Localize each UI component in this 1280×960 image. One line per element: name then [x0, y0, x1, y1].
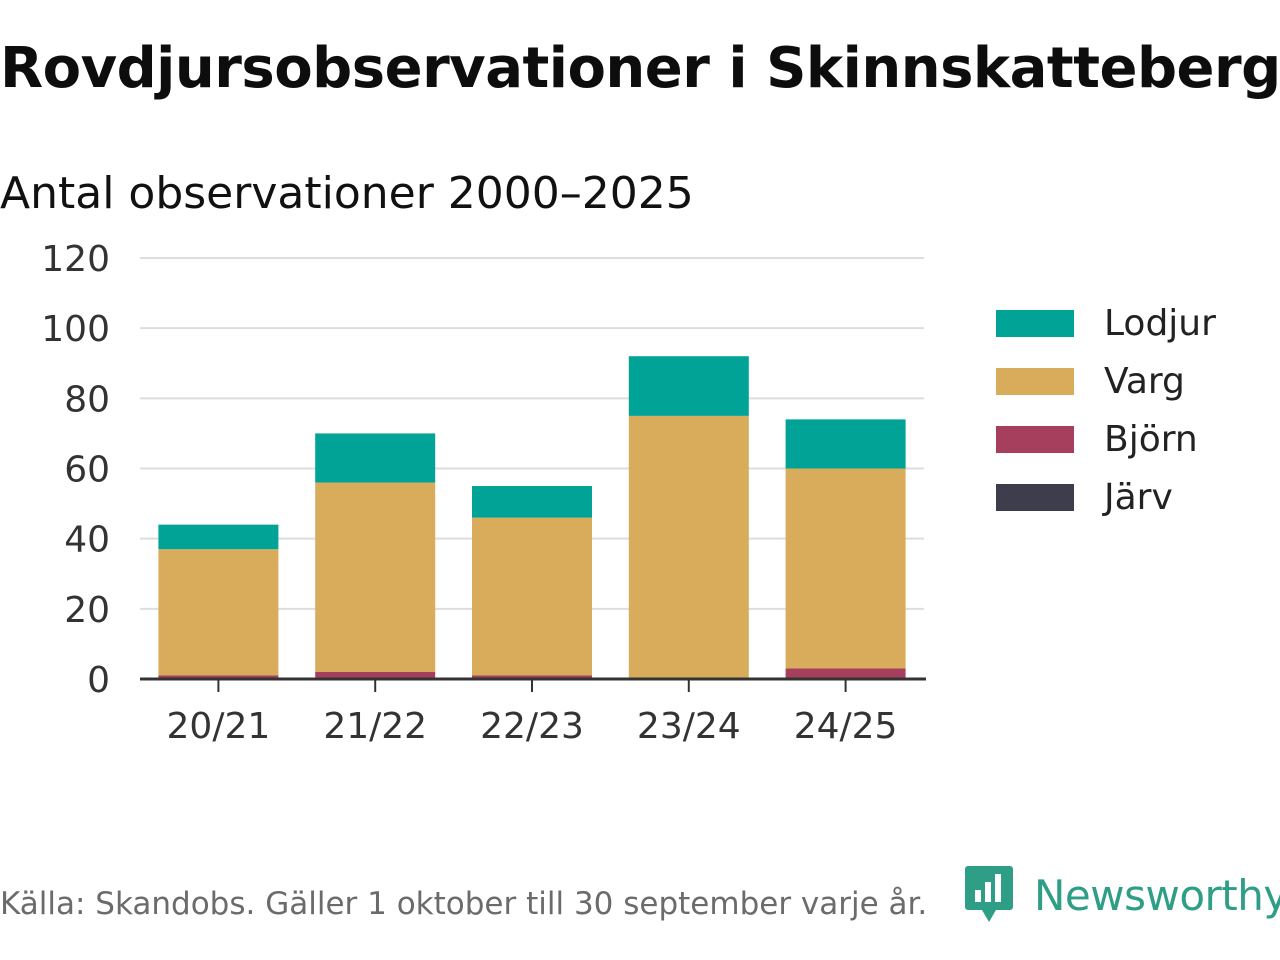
y-tick-label: 120: [41, 239, 110, 280]
bar-segment-björn: [158, 675, 279, 679]
legend-label-lodjur: Lodjur: [1104, 302, 1216, 344]
legend-label-bjorn: Björn: [1104, 418, 1198, 460]
bar-segment-varg: [628, 415, 749, 679]
x-tick-label: 24/25: [794, 706, 898, 747]
legend-label-jarv: Järv: [1104, 476, 1173, 518]
bar-segment-varg: [158, 549, 279, 676]
chart-subtitle: Antal observationer 2000–2025: [0, 168, 694, 219]
bar-segment-varg: [785, 468, 906, 669]
y-tick-label: 0: [87, 660, 110, 701]
brand-logo: Newsworthy: [964, 864, 1280, 926]
bar-segment-björn: [785, 668, 906, 679]
bar-segment-björn: [472, 675, 592, 679]
legend-item-varg: Varg: [996, 352, 1216, 410]
legend-swatch-jarv: [996, 483, 1074, 511]
x-tick-label: 22/23: [480, 706, 584, 747]
bar-segment-varg: [472, 517, 592, 676]
chart-title: Rovdjursobservationer i Skinnskatteberg: [0, 36, 1280, 101]
bar-segment-lodjur: [472, 486, 592, 518]
newsworthy-logo-icon: [965, 866, 1013, 922]
x-tick-label: 21/22: [323, 706, 427, 747]
bar-segment-varg: [315, 482, 436, 672]
bar-segment-lodjur: [785, 419, 906, 469]
bar-segment-lodjur: [158, 524, 279, 550]
x-tick-label: 23/24: [637, 706, 741, 747]
bar-segment-lodjur: [628, 356, 749, 416]
x-tick-label: 20/21: [167, 706, 271, 747]
y-tick-label: 100: [41, 309, 110, 350]
legend-swatch-bjorn: [996, 425, 1074, 453]
legend-item-lodjur: Lodjur: [996, 294, 1216, 352]
x-axis: 20/21 21/22 22/23 23/24 24/25: [140, 677, 926, 747]
legend-swatch-lodjur: [996, 309, 1074, 337]
bars: [158, 356, 906, 679]
y-tick-label: 60: [64, 450, 110, 491]
y-tick-label: 40: [64, 520, 110, 561]
y-axis-ticks: 0 20 40 60 80 100 120: [41, 239, 110, 701]
brand-name: Newsworthy: [1034, 870, 1280, 920]
legend-swatch-varg: [996, 367, 1074, 395]
y-tick-label: 20: [64, 590, 110, 631]
source-note: Källa: Skandobs. Gäller 1 oktober till 3…: [0, 886, 928, 922]
bar-segment-lodjur: [315, 433, 436, 483]
bar-segment-björn: [315, 671, 436, 679]
legend-label-varg: Varg: [1104, 360, 1185, 402]
legend-item-jarv: Järv: [996, 468, 1216, 526]
legend: Lodjur Varg Björn Järv: [996, 294, 1216, 526]
y-tick-label: 80: [64, 379, 110, 420]
legend-item-bjorn: Björn: [996, 410, 1216, 468]
